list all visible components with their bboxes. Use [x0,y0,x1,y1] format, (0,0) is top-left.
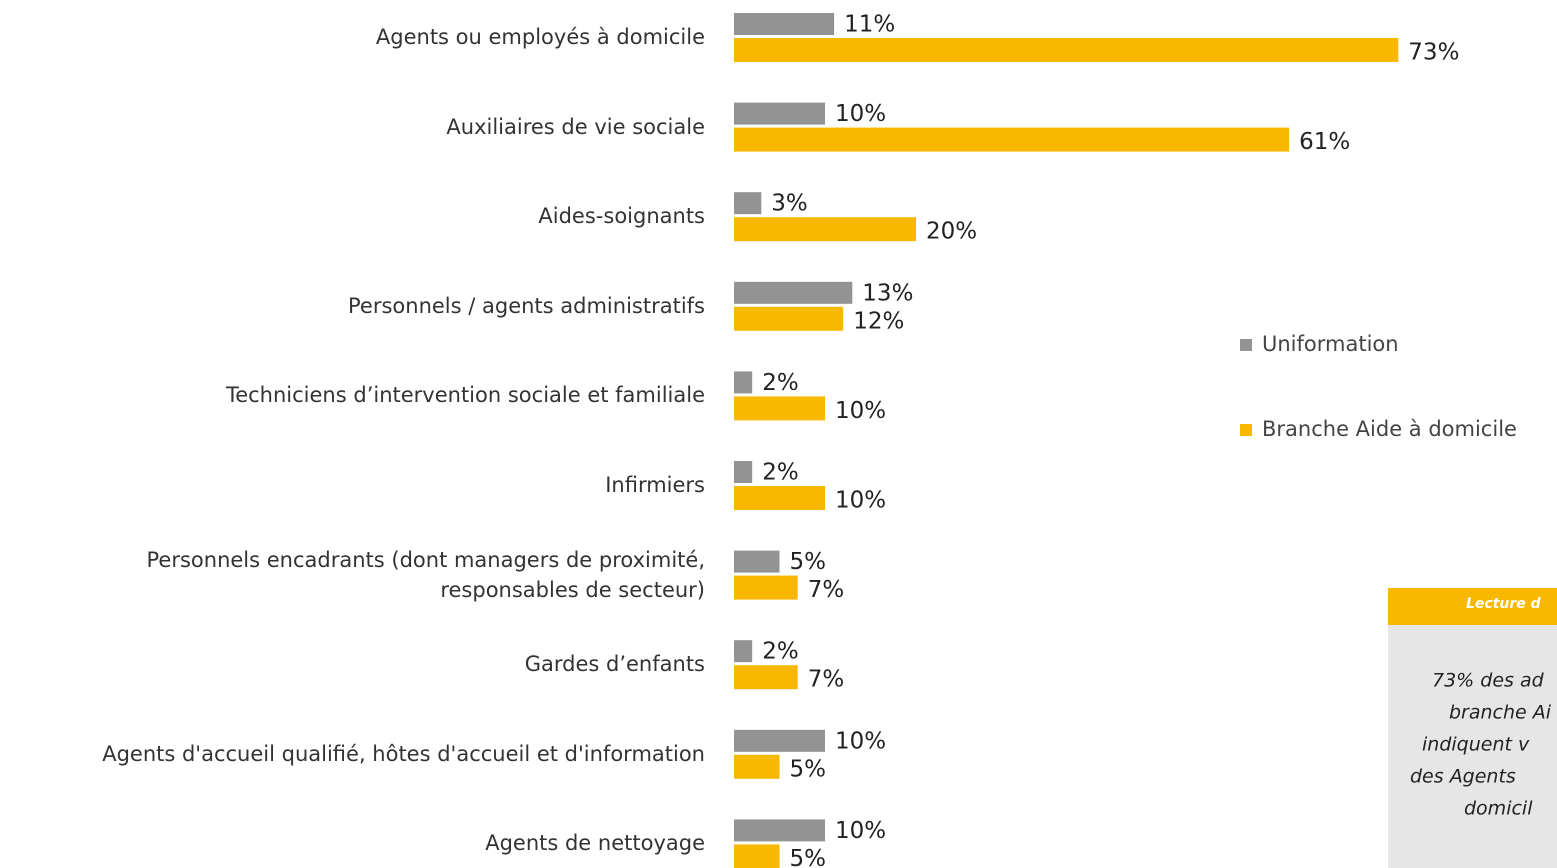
bar [734,550,780,573]
value-label: 2% [762,460,799,486]
annotation-header [1388,588,1557,625]
value-label: 5% [790,756,827,782]
value-label: 10% [835,488,886,514]
annotation-line: 73% des ad [1432,670,1545,692]
category-label: Gardes d’enfants [524,652,705,677]
value-label: 2% [762,370,799,396]
bar [734,192,762,215]
legend-label: Uniformation [1262,332,1399,356]
value-label: 61% [1299,129,1350,155]
value-label: 10% [835,728,886,754]
value-label: 3% [771,191,808,217]
bar [734,306,844,331]
value-label: 5% [790,846,827,868]
bar [734,640,753,663]
annotation-line: indiquent v [1422,734,1530,756]
category-label: Agents de nettoyage [485,831,705,856]
value-label: 7% [808,667,845,693]
category-label: Auxiliaires de vie sociale [446,114,705,139]
bar [734,281,853,304]
value-label: 12% [853,308,904,334]
category-label: Techniciens d’intervention sociale et fa… [225,383,705,408]
annotation-line: domicil [1464,798,1533,820]
bar [734,575,798,600]
bar [734,461,753,483]
bar [734,38,1399,62]
value-label: 7% [808,577,845,603]
bar [734,754,780,779]
bar [734,819,825,842]
annotation-line: des Agents [1410,766,1516,788]
value-label: 10% [835,398,886,424]
value-label: 10% [835,101,886,127]
bar [734,371,753,394]
bar [734,396,825,421]
value-label: 13% [862,280,913,306]
value-label: 10% [835,818,886,844]
legend-swatch [1240,339,1252,351]
bar [734,217,916,242]
category-label: Aides-soignants [538,204,705,229]
annotation-title: Lecture d [1466,596,1542,612]
value-label: 5% [790,549,827,575]
value-label: 2% [762,639,799,665]
category-label: Agents d'accueil qualifié, hôtes d'accue… [102,741,705,766]
bar [734,486,825,510]
category-label: Personnels / agents administratifs [348,293,705,318]
category-label: Personnels encadrants (dont managers de … [146,547,706,602]
annotation-line: branche Ai [1449,702,1552,724]
category-label: Infirmiers [605,473,705,497]
legend-swatch [1240,424,1252,436]
bar [734,729,825,752]
value-label: 73% [1408,40,1459,66]
value-label: 20% [926,219,977,245]
value-label: 11% [844,12,895,38]
annotation-box [1388,625,1557,868]
category-label: Agents ou employés à domicile [375,25,705,49]
bar [734,844,780,868]
bar [734,13,835,35]
bar [734,102,825,125]
bar [734,127,1290,152]
legend-label: Branche Aide à domicile [1262,417,1517,441]
bar [734,665,798,690]
